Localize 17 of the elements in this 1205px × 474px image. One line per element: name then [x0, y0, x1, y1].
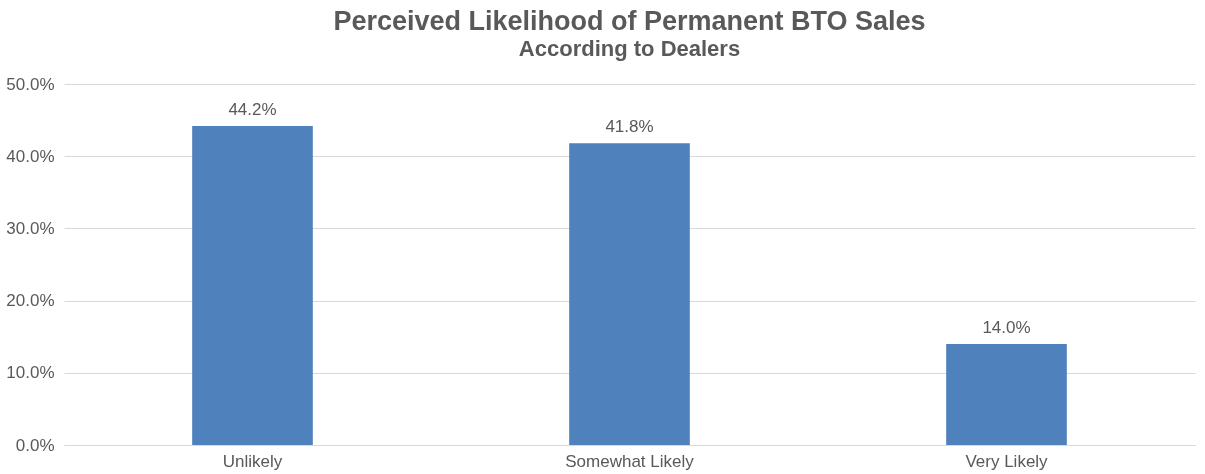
y-tick-label: 50.0%	[6, 74, 55, 94]
data-label: 44.2%	[228, 99, 277, 119]
y-tick-label: 0.0%	[15, 435, 55, 455]
chart-title: Perceived Likelihood of Permanent BTO Sales	[333, 6, 926, 36]
bar	[946, 343, 1067, 445]
chart-subtitle: According to Dealers	[518, 36, 741, 61]
bar	[569, 143, 690, 445]
y-tick-label: 10.0%	[6, 363, 55, 383]
y-tick-label: 40.0%	[6, 146, 55, 166]
bar	[192, 125, 313, 445]
x-tick-label: Somewhat Likely	[565, 451, 695, 471]
x-tick-label: Very Likely	[965, 451, 1049, 471]
y-tick-label: 30.0%	[6, 218, 55, 238]
x-tick-label: Unlikely	[222, 451, 283, 471]
data-label: 14.0%	[982, 317, 1031, 337]
data-label: 41.8%	[605, 117, 654, 137]
y-tick-label: 20.0%	[6, 291, 55, 311]
